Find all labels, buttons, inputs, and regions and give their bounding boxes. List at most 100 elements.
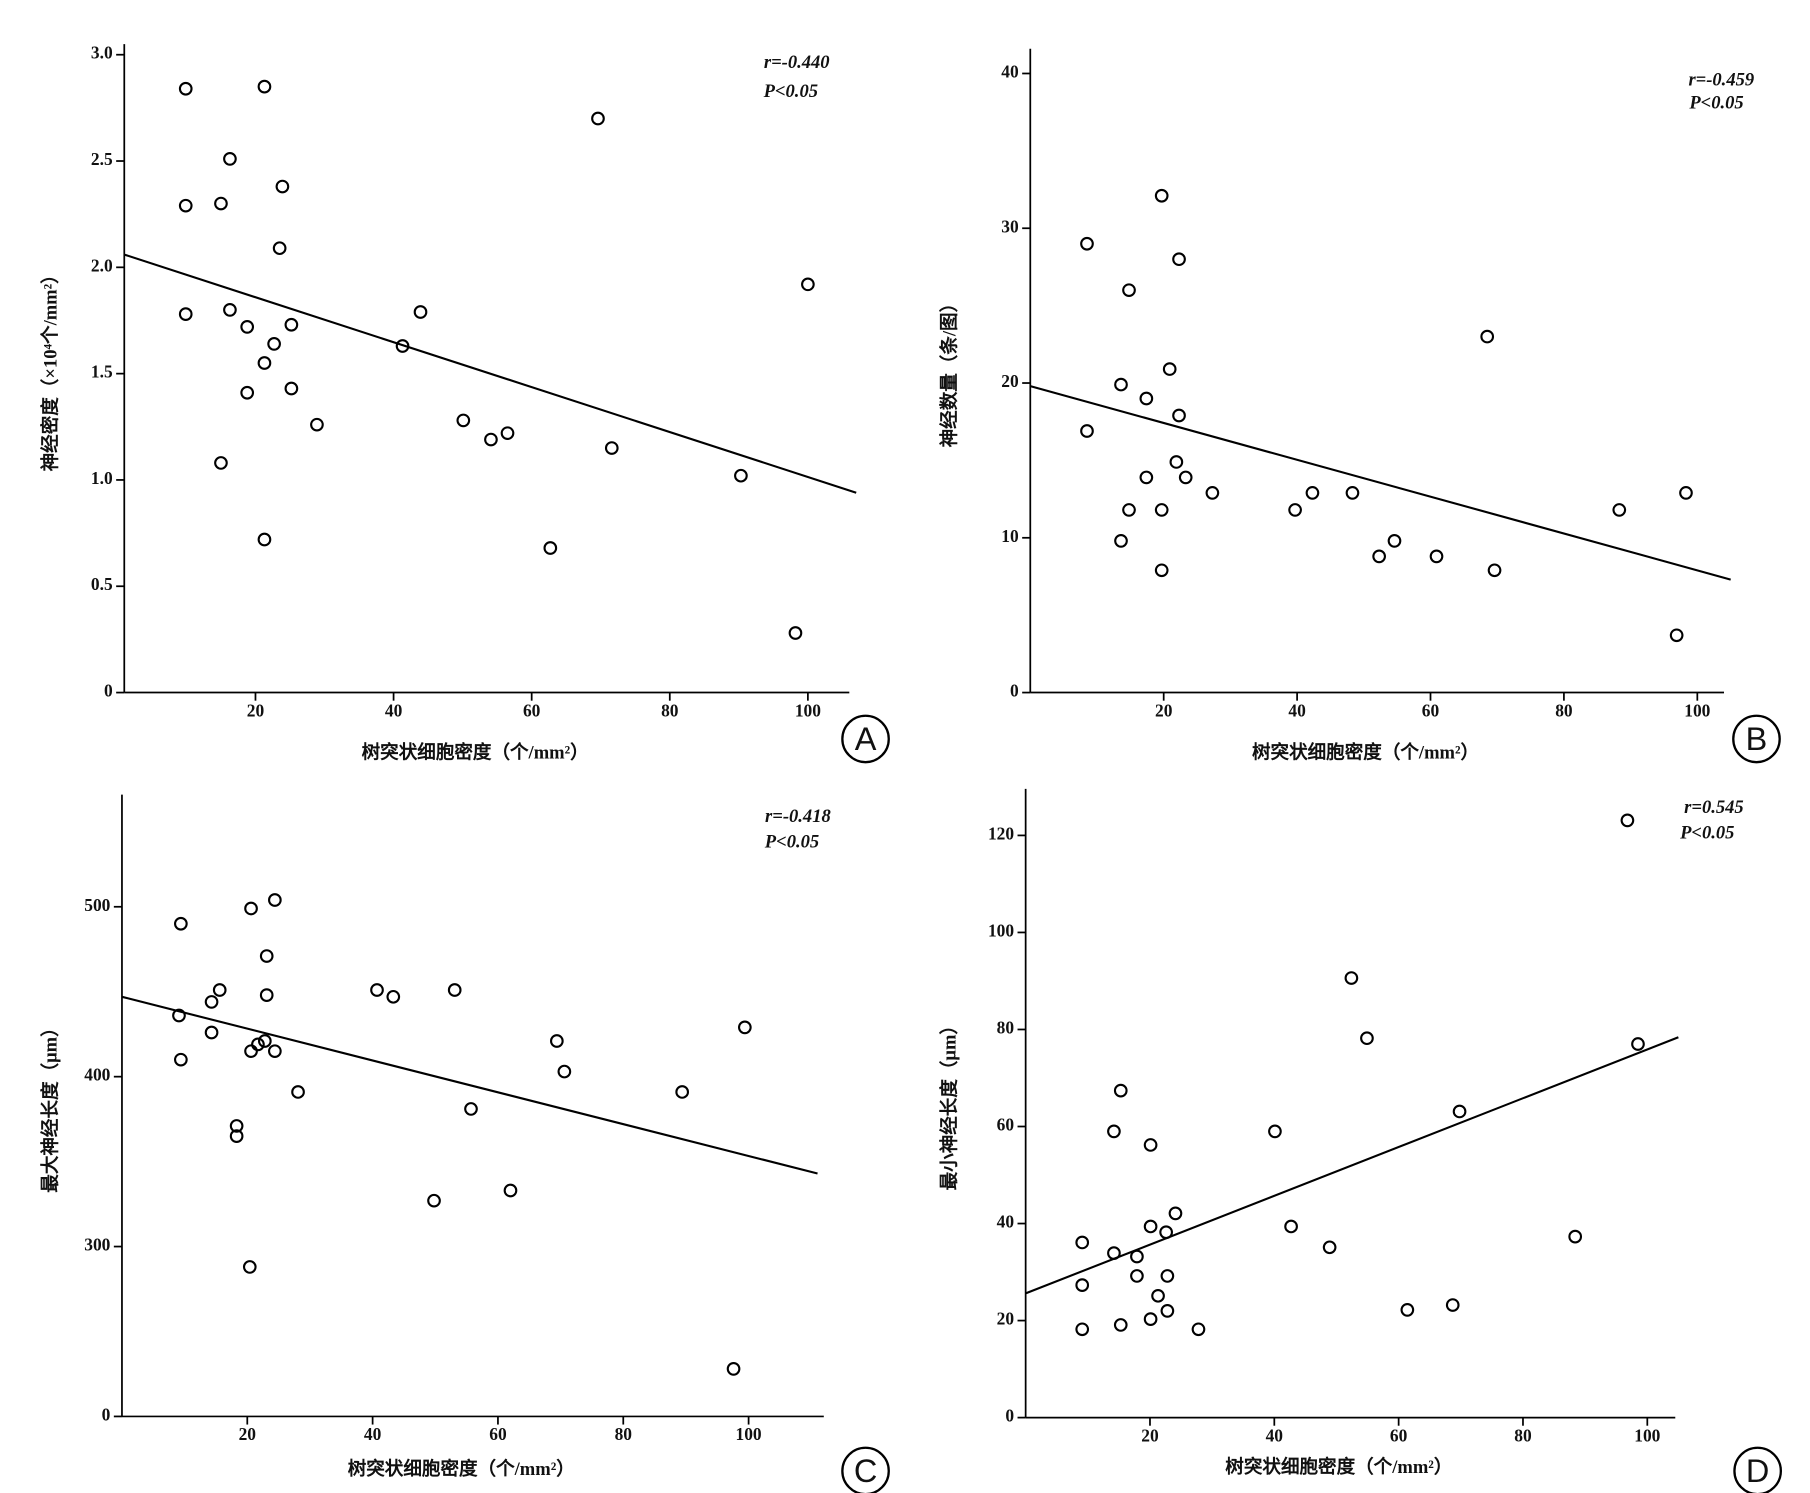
x-tick-label: 60 [523, 700, 541, 720]
y-tick-label: 500 [84, 895, 110, 915]
data-point [1143, 1138, 1158, 1152]
annotation: r=-0.418 [765, 806, 831, 827]
y-tick-label: 3.0 [91, 43, 113, 63]
y-tick-label: 10 [1001, 526, 1019, 546]
x-tick-label: 20 [1155, 700, 1173, 720]
data-point [1172, 252, 1186, 267]
data-point [550, 1034, 564, 1048]
y-tick-label: 1.5 [91, 362, 113, 382]
data-point [244, 901, 258, 916]
data-point [1143, 1219, 1158, 1234]
data-point [214, 456, 228, 470]
data-point [1168, 1206, 1183, 1221]
data-point [1284, 1219, 1298, 1234]
y-tick-label: 400 [84, 1065, 110, 1085]
x-tick-label: 60 [1422, 700, 1440, 720]
data-point [268, 1044, 282, 1059]
data-point [395, 339, 410, 353]
data-point [291, 1085, 305, 1099]
data-point [604, 441, 619, 455]
data-point [386, 989, 401, 1004]
x-tick-label: 100 [795, 700, 821, 720]
data-point [557, 1064, 572, 1079]
data-point [310, 417, 324, 432]
data-point [267, 337, 281, 351]
data-point [1113, 1318, 1128, 1332]
data-point [1169, 455, 1184, 469]
data-point [284, 317, 299, 332]
data-point [413, 305, 428, 319]
y-tick-label: 2.5 [91, 149, 113, 169]
data-point [1345, 486, 1360, 500]
annotation: r=-0.440 [764, 52, 830, 73]
data-point [1080, 236, 1094, 251]
x-tick-label: 40 [364, 1424, 382, 1444]
data-point [1631, 1037, 1645, 1051]
data-point [257, 532, 272, 547]
data-point [484, 432, 498, 447]
data-point [259, 988, 274, 1002]
annotation: P<0.05 [1688, 93, 1743, 114]
data-point [172, 1008, 186, 1023]
data-point [801, 277, 815, 292]
y-tick-label: 0.5 [91, 574, 113, 594]
x-tick-label: 20 [239, 1424, 257, 1444]
regression-line [1025, 1036, 1679, 1295]
data-point [591, 111, 605, 126]
y-axis-label: 神经密度（×10⁴个/mm²） [40, 265, 62, 471]
data-point [1075, 1322, 1090, 1337]
data-point [251, 1037, 265, 1052]
data-point [447, 983, 462, 997]
annotation: r=0.545 [1684, 797, 1744, 818]
y-tick-label: 60 [997, 1115, 1015, 1135]
y-tick-label: 300 [84, 1235, 110, 1255]
data-point [726, 1362, 741, 1376]
data-point [1372, 549, 1386, 564]
data-point [178, 81, 193, 96]
panel-circle [841, 714, 890, 764]
y-tick-label: 0 [102, 1404, 111, 1424]
data-point [223, 303, 237, 317]
regression-line [1030, 385, 1731, 581]
data-point [1205, 486, 1220, 500]
chart-panel: 0 10 20 30 40 20 40 60 80 100 树突状细胞密度（个/mm²） 神经数量（条… [939, 48, 1781, 764]
data-point [737, 1020, 752, 1035]
data-point [1568, 1229, 1583, 1244]
panel-label: A [855, 721, 877, 757]
data-point [1360, 1031, 1374, 1046]
y-tick-label: 40 [997, 1212, 1015, 1232]
data-point [240, 385, 255, 400]
data-point [272, 241, 287, 256]
x-tick-label: 80 [615, 1424, 633, 1444]
data-point [1139, 470, 1154, 485]
data-point [370, 983, 384, 997]
data-point [1445, 1298, 1460, 1312]
y-tick-label: 0 [1005, 1406, 1014, 1426]
data-point [257, 79, 272, 94]
x-tick-label: 20 [247, 700, 265, 720]
data-point [734, 468, 748, 483]
data-point [1080, 424, 1094, 438]
panel-circle [841, 1446, 890, 1493]
data-point [240, 320, 255, 334]
y-tick-label: 80 [997, 1017, 1015, 1037]
panel-label: C [854, 1453, 877, 1489]
data-point [1107, 1124, 1121, 1139]
data-point [1114, 534, 1128, 548]
data-point [1122, 503, 1136, 517]
data-point [1480, 329, 1495, 344]
x-tick-label: 80 [1514, 1425, 1532, 1445]
data-point [229, 1129, 244, 1143]
data-point [1305, 486, 1320, 500]
data-point [1154, 188, 1169, 203]
x-axis-label: 树突状细胞密度（个/mm²） [362, 741, 589, 763]
x-tick-label: 40 [1266, 1425, 1284, 1445]
y-axis-label: 神经数量（条/图） [939, 294, 961, 448]
data-point [1160, 1304, 1175, 1318]
data-point [284, 381, 299, 396]
data-point [204, 995, 219, 1009]
x-axis-label: 树突状细胞密度（个/mm²） [1252, 741, 1479, 763]
data-point [1612, 503, 1627, 517]
x-tick-label: 40 [1288, 700, 1306, 720]
